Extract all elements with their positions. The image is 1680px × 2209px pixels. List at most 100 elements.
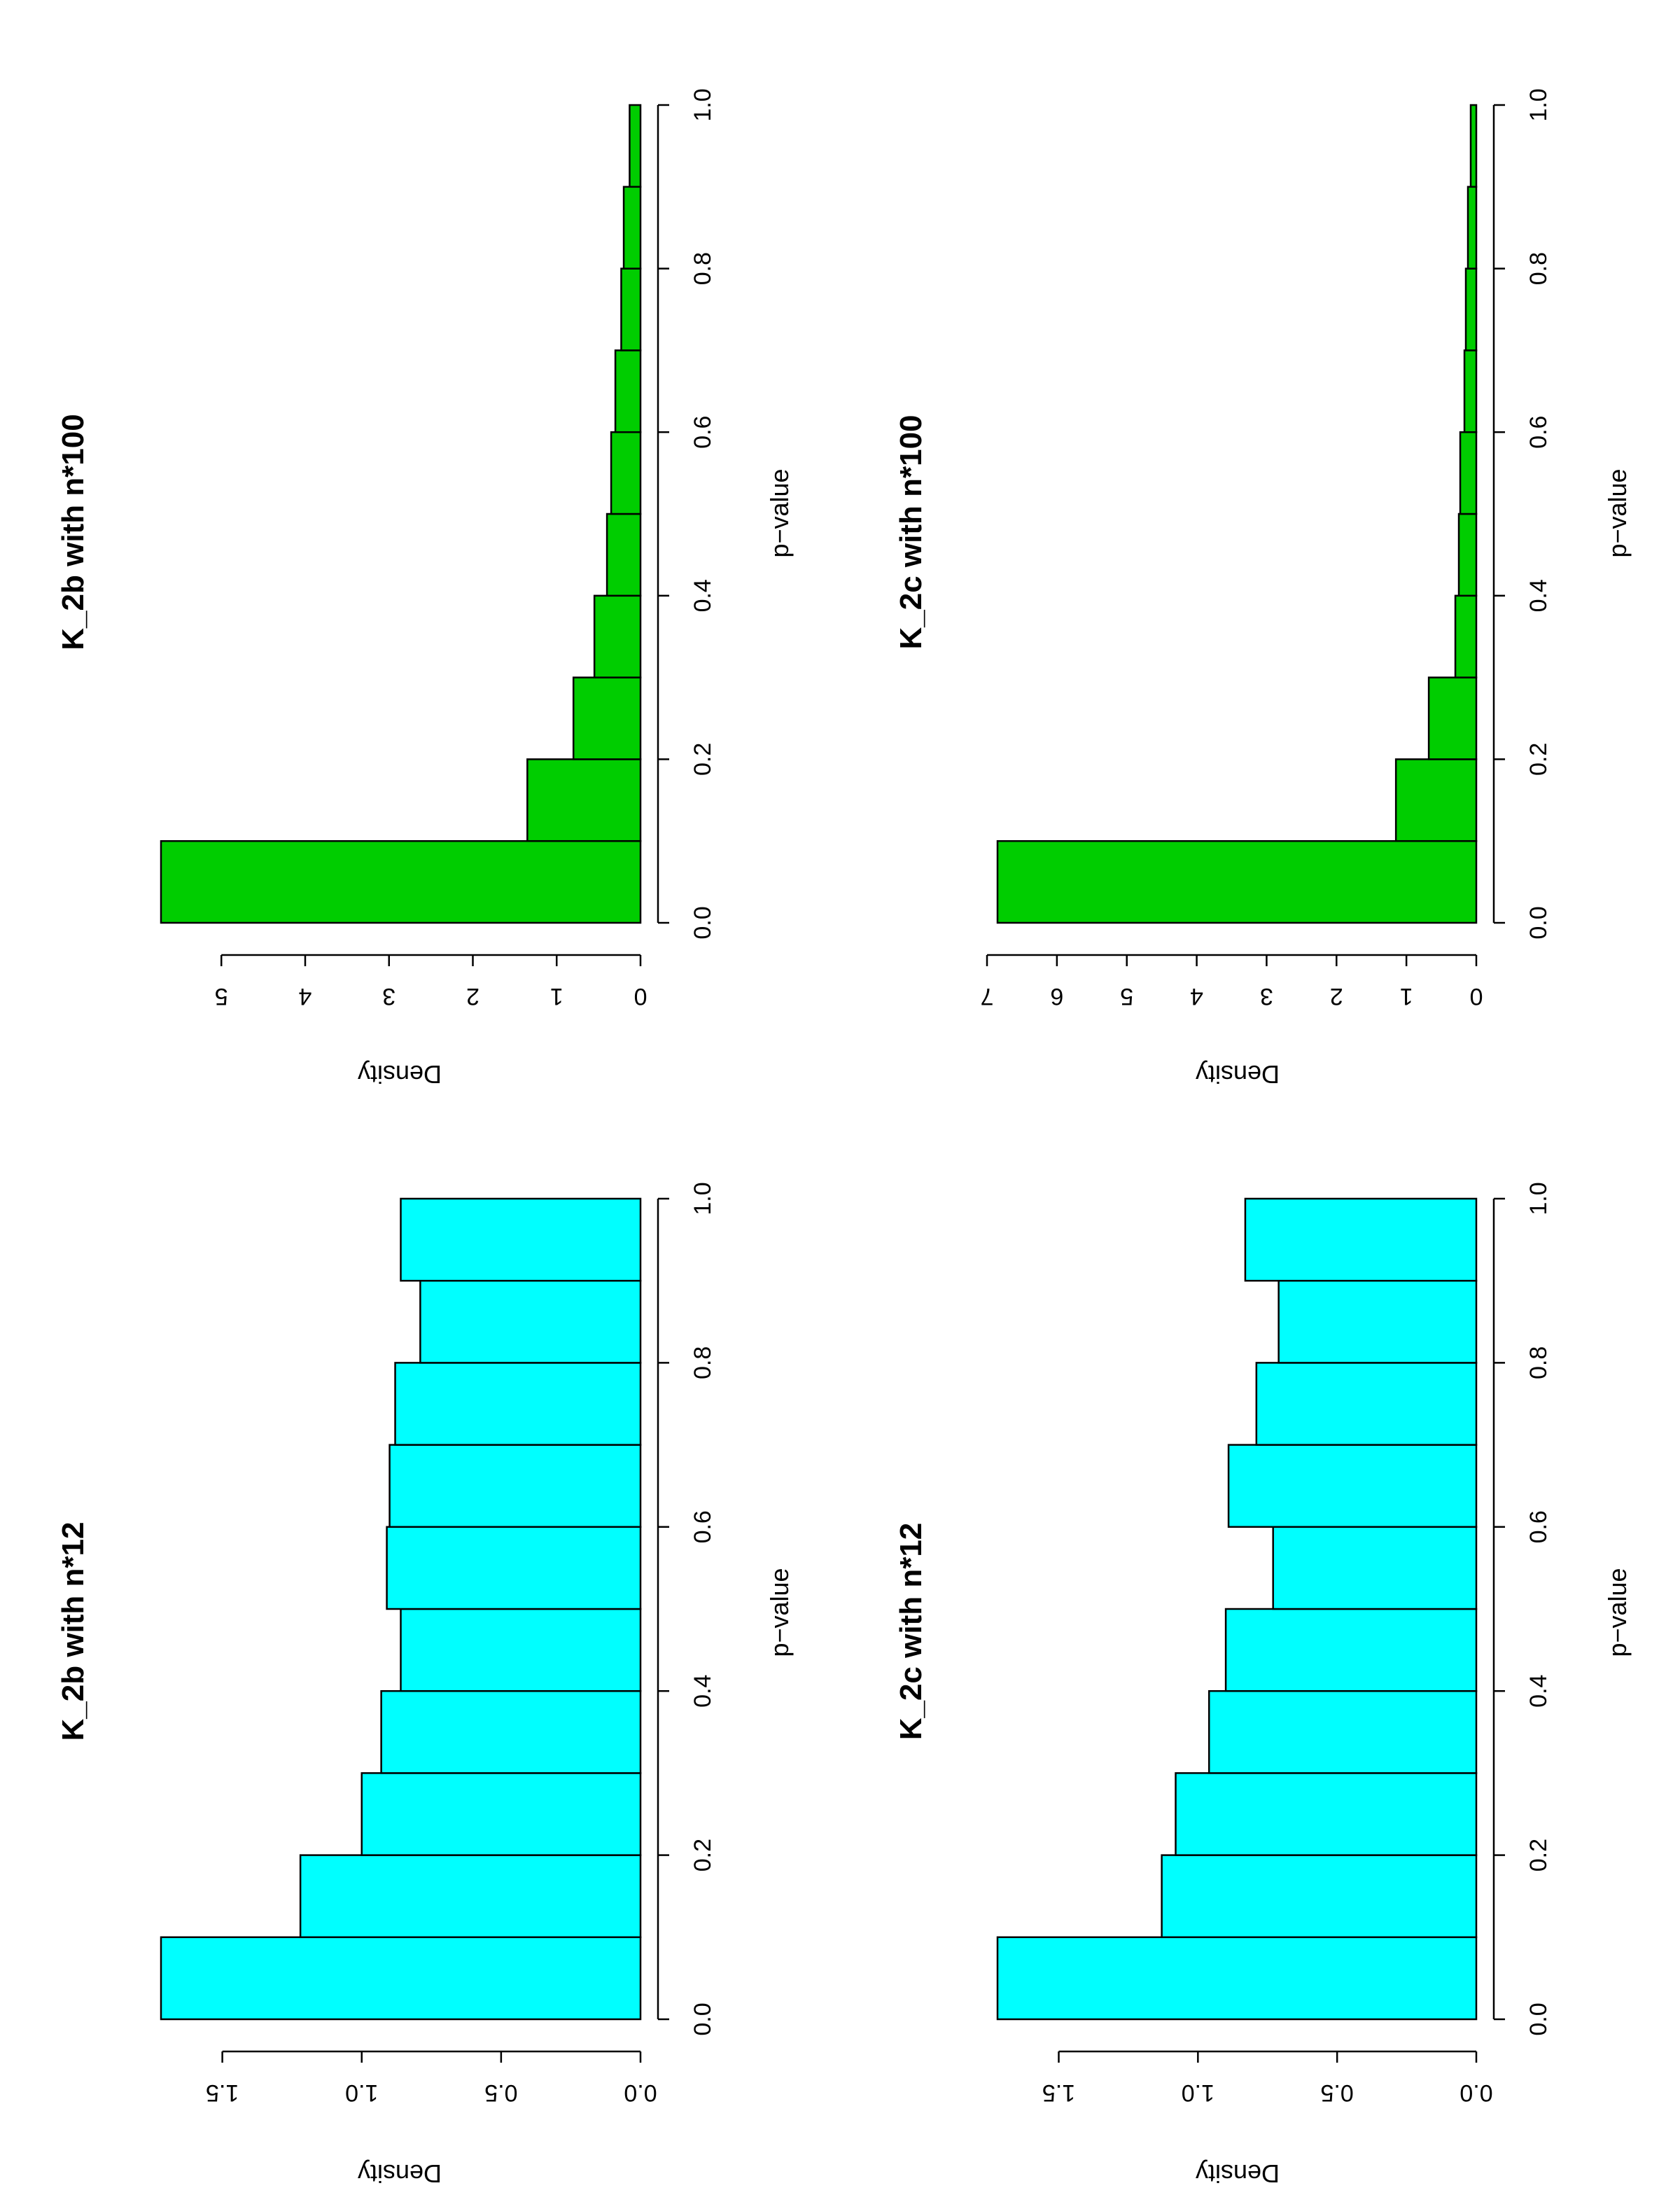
y-tick-label: 1.5 (1042, 2079, 1075, 2106)
x-axis: 0.0 0.2 0.4 0.6 0.8 1.0 (657, 1182, 716, 2036)
x-tick-label: 0.0 (1525, 2002, 1552, 2035)
histogram-bar (614, 349, 642, 433)
y-tick-label: 6 (1050, 983, 1063, 1010)
x-tick-label: 0.8 (1525, 1346, 1552, 1379)
y-tick-label: 0.5 (1321, 2079, 1354, 2106)
panel-title: K_2b with n*100 (56, 414, 90, 650)
histogram-bar (572, 676, 642, 760)
x-tick-label: 0.8 (690, 252, 716, 285)
histogram-bar (380, 1689, 642, 1774)
x-tick-label: 0.8 (1525, 252, 1552, 285)
x-tick-label: 0.2 (1525, 1839, 1552, 1872)
histogram-bar (526, 758, 642, 842)
histogram-bar (1469, 104, 1478, 188)
y-tick-label: 1.0 (345, 2079, 378, 2106)
histogram-bar (394, 1362, 642, 1446)
x-tick-label: 1.0 (1525, 88, 1552, 121)
x-tick-label: 0.2 (1525, 743, 1552, 776)
panel-title: K_2b with n*12 (56, 1522, 90, 1741)
panel-title: K_2c with n*100 (894, 414, 928, 649)
histogram-bar (606, 513, 642, 597)
y-axis: 0.0 0.5 1.0 1.5 (1042, 2050, 1493, 2106)
y-axis-label: Density (358, 1060, 442, 1089)
bars-layer (160, 1197, 642, 2021)
histogram-bar (1224, 1608, 1478, 1692)
x-tick-label: 0.6 (690, 416, 716, 449)
y-axis: 0 1 2 3 4 5 (215, 954, 648, 1010)
histogram-bar (1272, 1526, 1478, 1610)
y-tick-label: 4 (299, 983, 312, 1010)
histogram-bar (1161, 1854, 1478, 1939)
y-tick-label: 0 (634, 983, 648, 1010)
histogram-bar (1463, 349, 1478, 433)
y-tick-label: 3 (1260, 983, 1273, 1010)
x-tick-label: 0.4 (1525, 1675, 1552, 1708)
histogram-bar (388, 1444, 642, 1528)
histogram-bar (1244, 1197, 1478, 1282)
bars-layer (996, 1197, 1478, 2021)
panel-k2b-n12: K_2b with n*12 p−value Density 0.0 0.2 0.4… (56, 1182, 794, 2188)
histogram-bar (1208, 1689, 1478, 1774)
panel-k2c-n12: K_2c with n*12 p−value Density 0.0 0.2 0.4… (894, 1182, 1632, 2188)
y-tick-label: 1.5 (206, 2079, 239, 2106)
histogram-bar (610, 431, 642, 515)
x-axis-label: p−value (1603, 468, 1632, 557)
y-axis: 0 1 2 3 4 5 6 7 (981, 954, 1483, 1010)
histogram-bar (360, 1772, 642, 1856)
histogram-bar (629, 104, 642, 188)
x-tick-label: 0.0 (1525, 906, 1552, 939)
histogram-bar (1278, 1279, 1478, 1364)
histogram-bar (1457, 513, 1478, 597)
histogram-bar (1175, 1772, 1478, 1856)
y-tick-label: 5 (1120, 983, 1133, 1010)
histogram-bar (1464, 267, 1478, 351)
histogram-bar (419, 1279, 642, 1364)
x-axis-label: p−value (765, 468, 794, 557)
y-tick-label: 7 (981, 983, 994, 1010)
histogram-bar (1459, 431, 1478, 515)
y-tick-label: 0.5 (484, 2079, 517, 2106)
x-tick-label: 1.0 (1525, 1182, 1552, 1215)
y-tick-label: 3 (382, 983, 396, 1010)
x-axis-label: p−value (1603, 1568, 1632, 1657)
histogram-bar (1394, 758, 1478, 842)
x-tick-label: 1.0 (690, 1182, 716, 1215)
panel-title: K_2c with n*12 (894, 1523, 928, 1741)
y-tick-label: 0 (1470, 983, 1483, 1010)
y-axis: 0.0 0.5 1.0 1.5 (206, 2050, 657, 2106)
histogram-bar (1427, 676, 1478, 760)
x-axis: 0.0 0.2 0.4 0.6 0.8 1.0 (1492, 1182, 1552, 2036)
y-tick-label: 2 (466, 983, 479, 1010)
y-tick-label: 2 (1330, 983, 1343, 1010)
x-tick-label: 0.6 (1525, 1510, 1552, 1543)
histogram-bar (400, 1608, 642, 1692)
y-tick-label: 1 (1400, 983, 1413, 1010)
y-tick-label: 1 (550, 983, 564, 1010)
histogram-bar (386, 1526, 642, 1610)
histogram-bar (1466, 186, 1478, 270)
x-tick-label: 0.8 (690, 1346, 716, 1379)
y-tick-label: 5 (215, 983, 228, 1010)
histogram-bar (996, 1936, 1478, 2021)
x-tick-label: 0.0 (690, 906, 716, 939)
y-tick-label: 4 (1190, 983, 1203, 1010)
histogram-bar (1255, 1362, 1478, 1446)
x-axis: 0.0 0.2 0.4 0.6 0.8 1.0 (657, 88, 716, 940)
y-tick-label: 0.0 (1460, 2079, 1492, 2106)
panel-k2b-n100: K_2b with n*100 p−value Density 0.00.20.… (56, 88, 794, 1089)
histogram-bar (1454, 594, 1478, 678)
y-axis-label: Density (1196, 1060, 1280, 1089)
x-tick-label: 0.4 (690, 1675, 716, 1708)
x-tick-label: 0.0 (690, 2002, 716, 2035)
histogram-bar (160, 1936, 642, 2021)
x-axis: 0.0 0.2 0.4 0.6 0.8 1.0 (1492, 88, 1552, 940)
histogram-bar (299, 1854, 642, 1939)
bars-layer (160, 104, 642, 924)
histogram-bar (593, 594, 642, 678)
x-axis-label: p−value (765, 1568, 794, 1657)
x-tick-label: 0.4 (690, 579, 716, 612)
y-tick-label: 0.0 (624, 2079, 657, 2106)
histogram-bar (996, 839, 1478, 924)
